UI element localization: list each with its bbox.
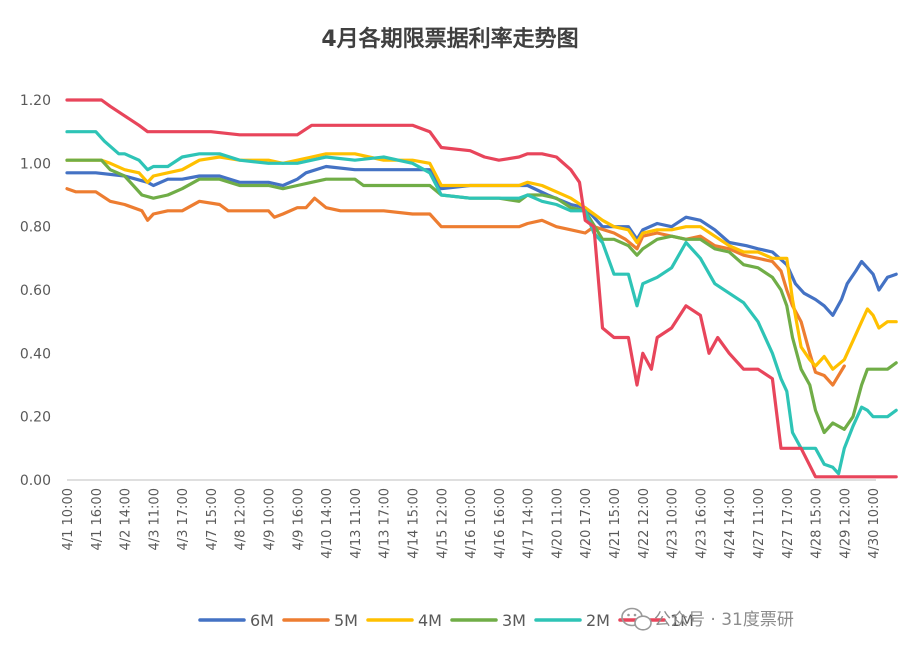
x-tick-label: 4/23 16:00 xyxy=(694,488,709,559)
x-tick-label: 4/21 15:00 xyxy=(608,488,623,559)
legend-label-2M: 2M xyxy=(586,611,610,630)
x-tick-label: 4/9 16:00 xyxy=(291,488,306,551)
x-tick-label: 4/22 12:00 xyxy=(637,488,652,559)
chart-title: 4月各期限票据利率走势图 xyxy=(321,26,578,52)
watermark: 公众号 · 31度票研 xyxy=(621,607,794,631)
legend-label-1M: 1M xyxy=(670,611,694,630)
x-tick-label: 4/27 17:00 xyxy=(781,488,796,559)
x-tick-label: 4/1 16:00 xyxy=(90,488,105,551)
x-tick-label: 4/13 17:00 xyxy=(378,488,393,559)
legend-label-3M: 3M xyxy=(502,611,526,630)
y-tick-label: 1.20 xyxy=(20,93,51,109)
x-axis: 4/1 10:00 4/1 16:00 4/2 14:00 4/3 11:00 4/3 … xyxy=(61,488,882,559)
x-tick-label: 4/30 10:00 xyxy=(867,488,882,559)
watermark-text: 公众号 · 31度票研 xyxy=(654,610,794,630)
x-tick-label: 4/28 15:00 xyxy=(810,488,825,559)
x-tick-label: 4/23 10:00 xyxy=(666,488,681,559)
y-tick-label: 0.00 xyxy=(20,473,51,489)
x-tick-label: 4/15 12:00 xyxy=(435,488,450,559)
series-line-3M xyxy=(65,158,898,435)
x-tick-label: 4/8 12:00 xyxy=(234,488,249,551)
x-tick-label: 4/3 11:00 xyxy=(147,488,162,551)
x-tick-label: 4/7 15:00 xyxy=(205,488,220,551)
series-line-6M xyxy=(65,164,898,317)
x-tick-label: 4/29 12:00 xyxy=(838,488,853,559)
legend-label-4M: 4M xyxy=(418,611,442,630)
x-tick-label: 4/1 10:00 xyxy=(61,488,76,551)
y-tick-label: 0.60 xyxy=(20,283,51,299)
y-axis: 0.00 0.20 0.40 0.60 0.80 1.00 1.20 xyxy=(20,93,51,489)
series-line-4M xyxy=(65,152,898,371)
x-tick-label: 4/17 14:00 xyxy=(522,488,537,559)
plot-area xyxy=(65,98,898,479)
x-tick-label: 4/9 10:00 xyxy=(263,488,278,551)
legend-label-6M: 6M xyxy=(250,611,274,630)
series-line-1M xyxy=(65,98,898,479)
x-tick-label: 4/24 14:00 xyxy=(723,488,738,559)
series-line-2M xyxy=(65,130,898,476)
x-tick-label: 4/2 14:00 xyxy=(119,488,134,551)
wechat-icon xyxy=(621,607,652,631)
x-tick-label: 4/27 11:00 xyxy=(752,488,767,559)
y-tick-label: 0.40 xyxy=(20,346,51,362)
series-line-5M xyxy=(65,187,846,387)
legend-label-5M: 5M xyxy=(334,611,358,630)
x-tick-label: 4/16 10:00 xyxy=(464,488,479,559)
x-tick-label: 4/10 14:00 xyxy=(320,488,335,559)
x-tick-label: 4/3 17:00 xyxy=(176,488,191,551)
x-tick-label: 4/13 11:00 xyxy=(349,488,364,559)
x-tick-label: 4/16 16:00 xyxy=(493,488,508,559)
y-tick-label: 0.20 xyxy=(20,410,51,426)
y-tick-label: 0.80 xyxy=(20,220,51,236)
x-tick-label: 4/14 15:00 xyxy=(406,488,421,559)
x-tick-label: 4/20 17:00 xyxy=(579,488,594,559)
legend: 6M 5M 4M 3M 2M 1M xyxy=(198,611,694,630)
y-tick-label: 1.00 xyxy=(20,156,51,172)
x-tick-label: 4/20 11:00 xyxy=(550,488,565,559)
